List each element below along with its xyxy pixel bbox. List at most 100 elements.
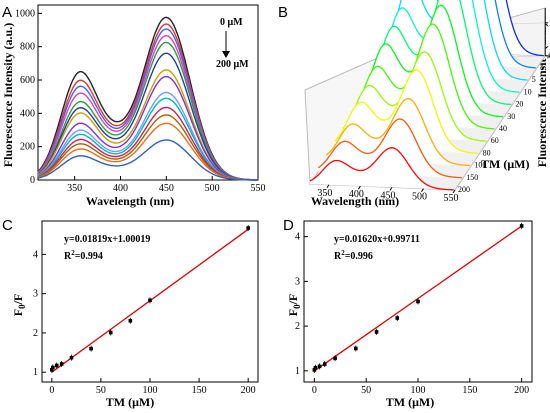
- panel-d-data-point: [313, 365, 318, 370]
- panel-c-xtick-label: 150: [192, 385, 207, 396]
- panel-b-xtick-mark: [389, 187, 393, 191]
- panel-b-xtick-mark: [452, 189, 456, 194]
- panel-d-data-point: [395, 316, 400, 320]
- panel-c-data-point: [148, 298, 152, 303]
- panel-b-depth-tick-label: 60: [491, 136, 499, 145]
- panel-c-xtick-label: 200: [241, 385, 256, 396]
- panel-b-depth-label: TM (μM): [481, 157, 529, 171]
- panel-b-series-line: [350, 23, 495, 130]
- panel-c-equation: y=0.01819x+1.00019: [64, 234, 150, 245]
- panel-b-xtick-label: 500: [412, 192, 427, 203]
- panel-d-xlabel: TM (μM): [386, 395, 434, 409]
- panel-a-arrow-bottom-label: 200 μM: [216, 59, 249, 70]
- panel-b-xlabel: Wavelength (nm): [311, 194, 399, 208]
- panel-d-xtick-label: 50: [361, 385, 371, 396]
- panel-d: D TM (μM) F0/F y=0.01620x+0.99711 R2=0.9…: [283, 217, 533, 409]
- panel-c-ytick-label: 1: [33, 367, 38, 378]
- panel-d-xtick-label: 200: [514, 385, 529, 396]
- panel-d-data-point: [416, 299, 420, 304]
- panel-a-xtick-label: 450: [159, 183, 174, 194]
- panel-b-depth-tick-label: 200: [458, 185, 470, 194]
- panel-b-xtick-label: 450: [380, 190, 395, 201]
- panel-c-data-point: [108, 330, 113, 335]
- panel-d-ytick-label: 3: [295, 276, 300, 287]
- panel-c-ytick-label: 4: [33, 249, 38, 260]
- panel-a-xlabel: Wavelength (nm): [86, 194, 174, 208]
- panel-a-xtick-label: 400: [113, 183, 128, 194]
- panel-d-xtick-label: 150: [462, 385, 477, 396]
- panel-c-data-point: [89, 346, 93, 351]
- panel-b-depth-tick-label: 100: [474, 161, 486, 170]
- panel-c-data-point: [128, 318, 133, 323]
- panel-d-xtick-label: 100: [411, 385, 426, 396]
- panel-b-series-line: [391, 0, 536, 69]
- panel-b-series-line: [375, 0, 520, 93]
- panel-b-depth-tick-label: 80: [483, 148, 491, 157]
- panel-d-ytick-label: 2: [295, 321, 300, 332]
- panel-d-ytick-label: 4: [295, 232, 300, 243]
- panel-b-xtick-label: 400: [349, 189, 364, 200]
- panel-a-ylabel: Fluorescence Intensity (a.u.): [1, 23, 15, 167]
- panel-b-xtick-mark: [358, 185, 361, 190]
- panel-b-series-line: [342, 51, 487, 142]
- panel-b-depth-tick-label: 150: [466, 173, 478, 182]
- panel-b-series-line: [366, 0, 512, 106]
- panel-c-data-point: [50, 368, 54, 372]
- panel-a-plot-frame: [37, 4, 259, 181]
- panel-d-label: D: [283, 217, 294, 234]
- panel-b-depth-tick-label: 40: [499, 124, 507, 133]
- panel-a-ytick-label: 1000: [15, 8, 35, 19]
- panel-d-ytick-label: 1: [295, 366, 300, 377]
- panel-a-xtick-label: 500: [205, 183, 220, 194]
- panel-c-data-point: [59, 362, 64, 366]
- panel-c-data-point: [69, 355, 74, 360]
- panel-c-data-point: [51, 365, 55, 370]
- panel-a-arrow-top-label: 0 μM: [220, 17, 243, 28]
- panel-c-ytick-label: 2: [33, 328, 38, 339]
- panel-b-series-mask: [310, 147, 454, 190]
- panel-c: C TM (μM) F0/F y=0.01819x+1.00019 R2=0.9…: [2, 217, 259, 409]
- panel-a-ytick-label: 400: [20, 108, 35, 119]
- panel-a-label: A: [2, 4, 12, 21]
- panel-a-series-line: [37, 122, 258, 181]
- panel-a-xtick-label: 350: [67, 183, 82, 194]
- panel-b-depth-tick-label: 0: [548, 51, 550, 60]
- panel-b-series-line: [358, 4, 503, 118]
- panel-b-xtick-mark: [326, 184, 330, 189]
- panel-d-data-point: [374, 330, 379, 334]
- panel-b-xtick-label: 550: [444, 193, 459, 204]
- panel-b-depth-tick-label: 1: [540, 63, 544, 72]
- panel-d-data-point: [322, 362, 327, 366]
- panel-a-ytick-label: 200: [20, 142, 35, 153]
- panel-a-ytick-label: 800: [20, 42, 35, 53]
- panel-a-series-line: [37, 75, 258, 181]
- panel-b-series-line: [399, 0, 544, 57]
- panel-b-series-line: [317, 118, 462, 179]
- panel-d-equation: y=0.01620x+0.99711: [334, 234, 420, 245]
- panel-c-ylabel: F0/F: [11, 294, 27, 317]
- panel-c-r2: R2=0.994: [64, 249, 103, 262]
- panel-b-series-line: [334, 69, 479, 154]
- panel-d-data-point: [354, 346, 358, 351]
- panel-b-xtick-label: 350: [317, 188, 332, 199]
- panel-b-label: B: [278, 4, 288, 21]
- panel-b: B Wavelength (nm) Fluorescence Intensity…: [278, 0, 550, 208]
- panel-a-arrow-head: [222, 51, 230, 58]
- panel-c-label: C: [2, 217, 13, 234]
- panel-d-xtick-label: 0: [312, 385, 317, 396]
- panel-b-series-line: [383, 0, 528, 81]
- panel-c-xlabel: TM (μM): [106, 395, 154, 409]
- panel-a-series-line: [37, 52, 258, 181]
- panel-d-data-point: [312, 368, 317, 372]
- panel-b-depth-tick-label: 20: [515, 100, 523, 109]
- panel-d-fit-line: [313, 225, 523, 372]
- panel-a: A Wavelength (nm) Fluorescence Intensity…: [1, 4, 266, 208]
- panel-c-data-point: [54, 363, 59, 368]
- panel-a-series-line: [37, 139, 258, 181]
- panel-d-data-point: [317, 364, 322, 369]
- panel-a-ytick-label: 0: [30, 175, 35, 186]
- panel-b-depth-tick-label: 5: [532, 75, 536, 84]
- panel-b-series-line: [309, 147, 454, 191]
- panel-d-r2: R2=0.996: [334, 249, 373, 262]
